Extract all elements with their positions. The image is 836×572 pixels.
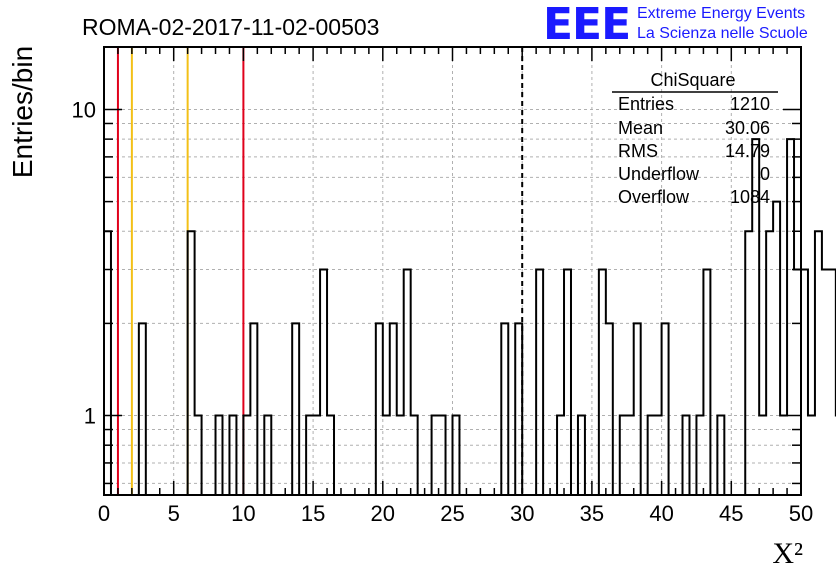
y-tick-label: 10 [72, 97, 96, 122]
x-tick-label: 5 [168, 501, 180, 526]
x-tick-label: 50 [789, 501, 813, 526]
histogram-outline [103, 138, 836, 496]
stats-underflow-label: Underflow [618, 164, 700, 184]
axis-ticks: 0 5 10 15 20 25 30 35 40 45 50 1 10 [72, 47, 813, 526]
stats-overflow-value: 1084 [730, 187, 770, 207]
x-tick-label: 20 [371, 501, 395, 526]
x-tick-label: 15 [301, 501, 325, 526]
x-tick-label: 10 [231, 501, 255, 526]
x-axis-label: X² [772, 537, 803, 570]
y-axis-label: Entries/bin [7, 46, 38, 178]
x-tick-label: 0 [98, 501, 110, 526]
stats-mean-value: 30.06 [725, 118, 770, 138]
eee-logo: EEE Extreme Energy Events La Scienza nel… [543, 0, 808, 50]
chart-title: ROMA-02-2017-11-02-00503 [82, 14, 379, 40]
stats-rms-label: RMS [618, 141, 658, 161]
x-tick-label: 45 [719, 501, 743, 526]
stats-rms-value: 14.79 [725, 141, 770, 161]
stats-overflow-label: Overflow [618, 187, 690, 207]
stats-entries-value: 1210 [730, 94, 770, 114]
stats-underflow-value: 0 [760, 164, 770, 184]
stats-box: ChiSquare Entries 1210 Mean 30.06 RMS 14… [612, 70, 778, 207]
x-tick-label: 30 [510, 501, 534, 526]
x-tick-label: 40 [649, 501, 673, 526]
logo-line-2: La Scienza nelle Scuole [637, 25, 808, 42]
stats-entries-label: Entries [618, 94, 674, 114]
eee-logo-mark: EEE [543, 0, 630, 50]
x-tick-label: 35 [580, 501, 604, 526]
x-tick-label: 25 [440, 501, 464, 526]
y-tick-label: 1 [84, 404, 96, 429]
logo-line-1: Extreme Energy Events [637, 5, 805, 22]
stats-title: ChiSquare [650, 70, 735, 90]
stats-mean-label: Mean [618, 118, 663, 138]
